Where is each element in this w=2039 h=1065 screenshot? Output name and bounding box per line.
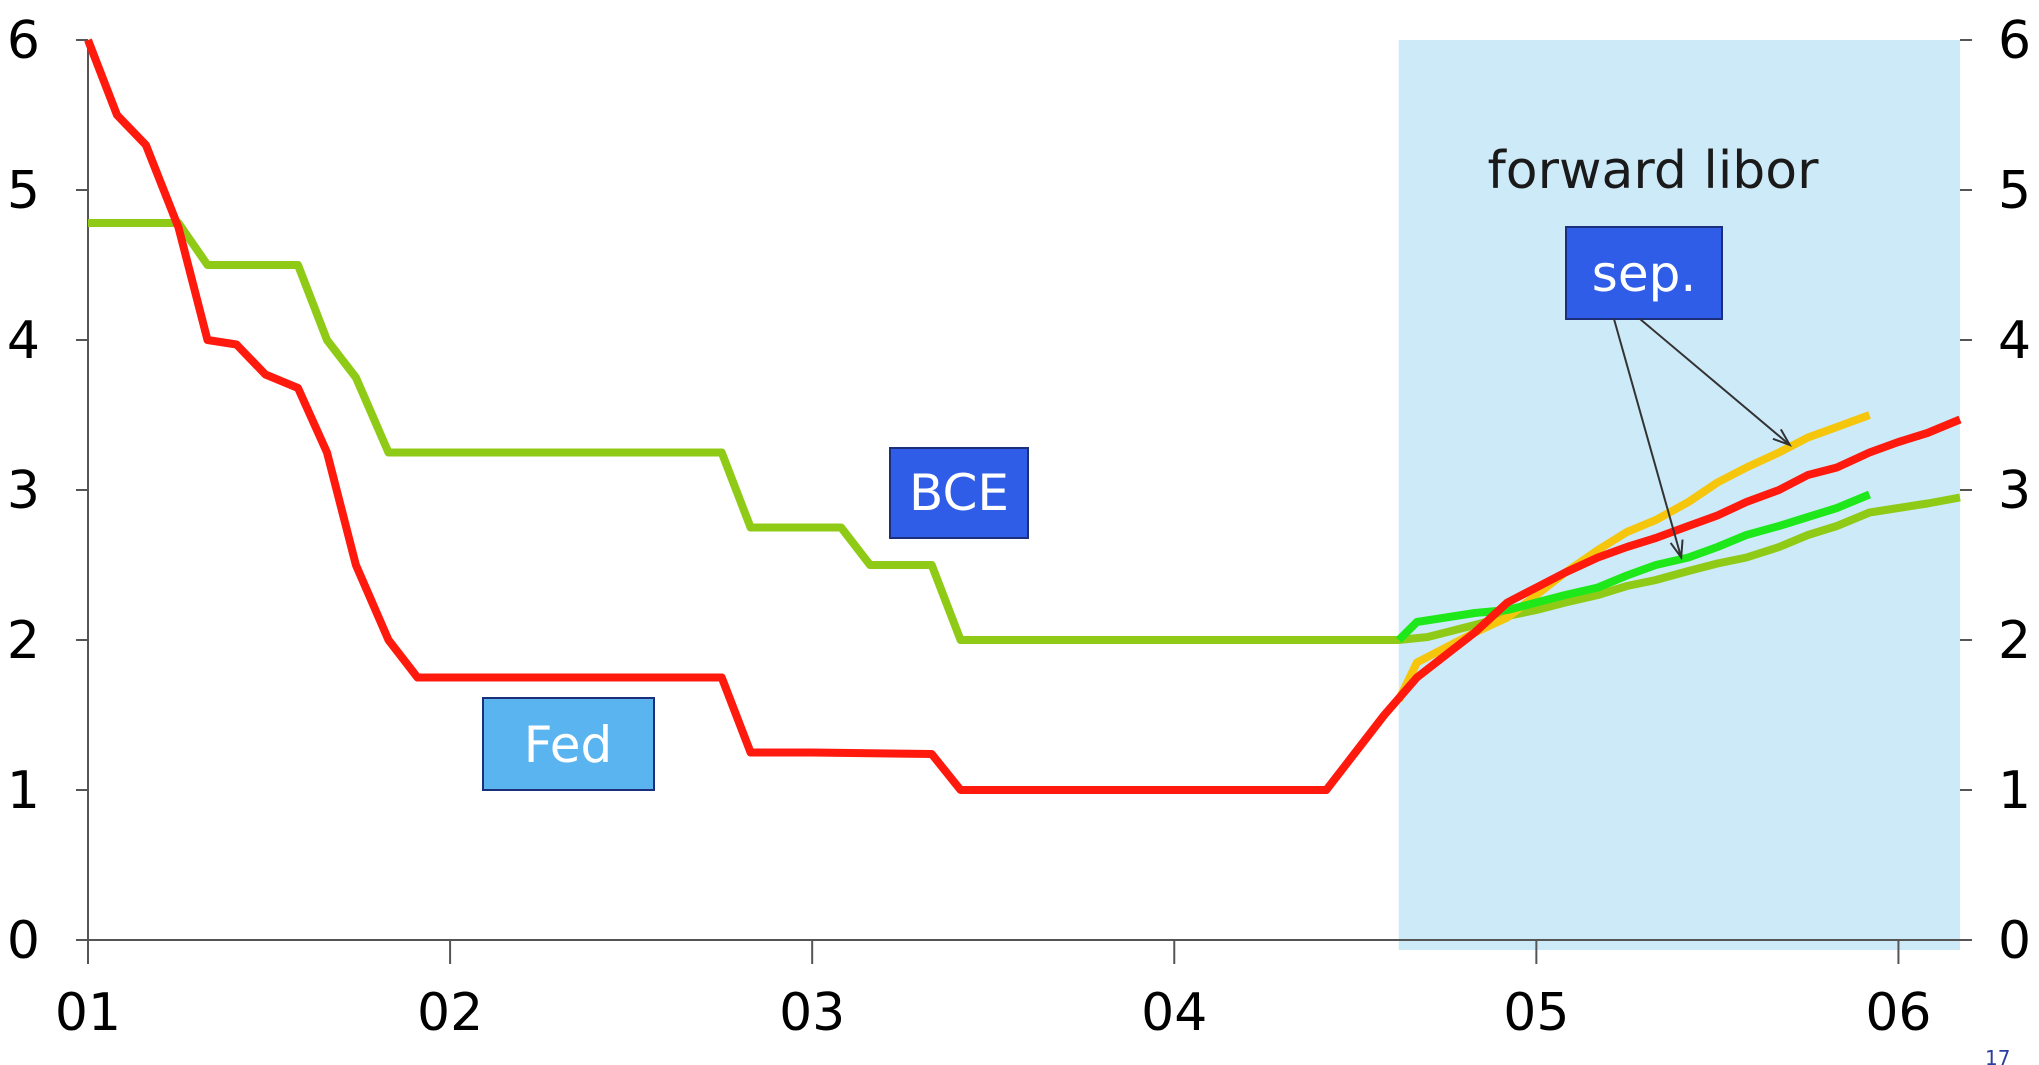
y-tick-label-right: 3 [1998, 461, 2031, 521]
series-line-bce [88, 219, 1961, 644]
y-tick-label-left: 4 [7, 311, 40, 371]
bce-label: BCE [909, 464, 1009, 522]
y-tick-label-left: 6 [7, 11, 40, 71]
y-tick-label-left: 5 [7, 161, 40, 221]
y-tick-label-right: 0 [1998, 911, 2031, 971]
page-number: 17 [1985, 1046, 2010, 1065]
y-tick-label-left: 0 [7, 911, 40, 971]
x-tick-label: 01 [55, 983, 121, 1043]
bce-label-box: BCE [889, 447, 1029, 539]
y-tick-label-right: 4 [1998, 311, 2031, 371]
y-tick-label-left: 1 [7, 761, 40, 821]
x-tick-label: 04 [1141, 983, 1207, 1043]
sep-arrow-line [1639, 318, 1791, 446]
y-tick-label-right: 2 [1998, 611, 2031, 671]
x-tick-label: 06 [1865, 983, 1931, 1043]
fed-label: Fed [524, 716, 613, 774]
x-axis-ticks: 01 02 03 04 05 06 [55, 940, 1932, 1043]
series-line-forward-3 [1395, 490, 1872, 643]
fed-label-box: Fed [482, 697, 655, 791]
y-tick-label-right: 5 [1998, 161, 2031, 221]
series-line-fed [84, 38, 1962, 794]
sep-arrows [1613, 318, 1793, 561]
sep-label: sep. [1592, 245, 1696, 303]
y-tick-label-left: 2 [7, 611, 40, 671]
sep-arrowhead [1772, 428, 1793, 447]
x-tick-label: 03 [779, 983, 845, 1043]
forward-libor-label: forward libor [1488, 141, 1820, 201]
right-y-ticks: 0 1 2 3 4 5 6 [1960, 11, 2031, 971]
x-tick-label: 02 [417, 983, 483, 1043]
y-tick-label-right: 6 [1998, 11, 2031, 71]
sep-arrow-line [1613, 318, 1683, 558]
x-tick-label: 05 [1503, 983, 1569, 1043]
y-tick-label-right: 1 [1998, 761, 2031, 821]
y-tick-label-left: 3 [7, 461, 40, 521]
left-y-ticks: 0 1 2 3 4 5 6 [7, 11, 88, 971]
series-layer [84, 38, 1962, 794]
sep-arrowhead [1669, 539, 1684, 561]
sep-label-box: sep. [1565, 226, 1723, 320]
